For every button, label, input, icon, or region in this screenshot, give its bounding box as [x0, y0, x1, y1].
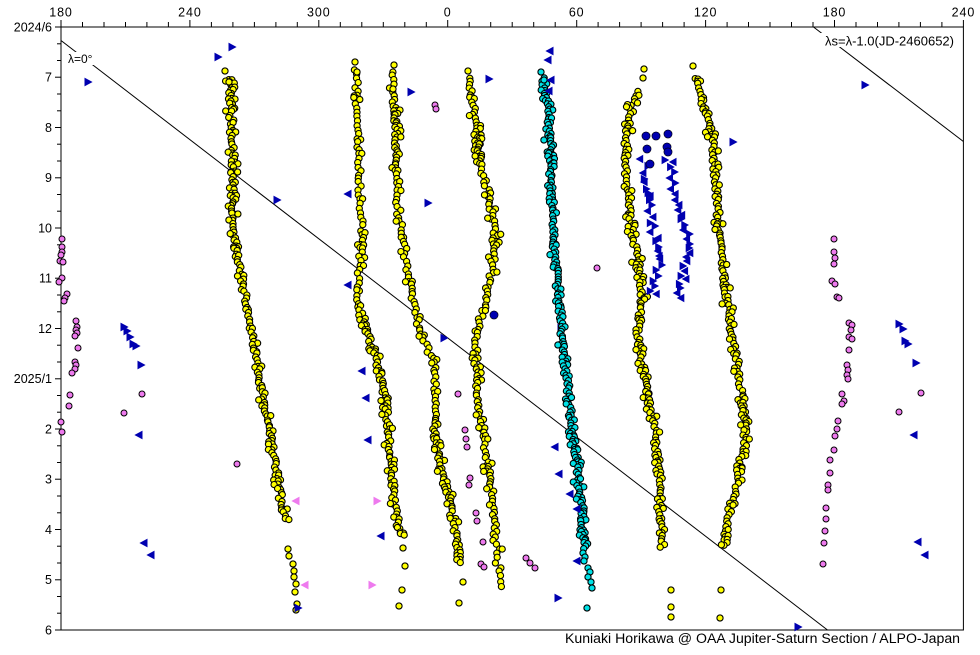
svg-text:2025/1: 2025/1: [14, 372, 52, 386]
svg-text:λ=0°: λ=0°: [68, 52, 93, 66]
svg-text:8: 8: [45, 121, 52, 135]
svg-text:60: 60: [569, 6, 585, 20]
svg-text:300: 300: [307, 6, 331, 20]
svg-text:11: 11: [39, 272, 52, 286]
svg-text:6: 6: [45, 623, 52, 637]
svg-text:120: 120: [694, 6, 718, 20]
svg-text:3: 3: [45, 473, 52, 487]
svg-text:4: 4: [45, 523, 52, 537]
svg-text:λs=λ-1.0(JD-2460652): λs=λ-1.0(JD-2460652): [825, 34, 954, 49]
svg-text:5: 5: [45, 573, 52, 587]
svg-text:9: 9: [45, 171, 52, 185]
svg-text:12: 12: [38, 322, 52, 336]
svg-text:10: 10: [38, 221, 52, 235]
svg-text:2024/6: 2024/6: [14, 20, 52, 34]
svg-text:240: 240: [952, 6, 976, 20]
svg-text:240: 240: [178, 6, 202, 20]
svg-text:180: 180: [823, 6, 847, 20]
svg-text:7: 7: [45, 71, 52, 85]
svg-text:180: 180: [49, 6, 73, 20]
svg-text:0: 0: [444, 6, 452, 20]
svg-text:2: 2: [45, 422, 52, 436]
svg-text:Kuniaki Horikawa @ OAA Jupiter: Kuniaki Horikawa @ OAA Jupiter-Saturn Se…: [565, 630, 960, 646]
